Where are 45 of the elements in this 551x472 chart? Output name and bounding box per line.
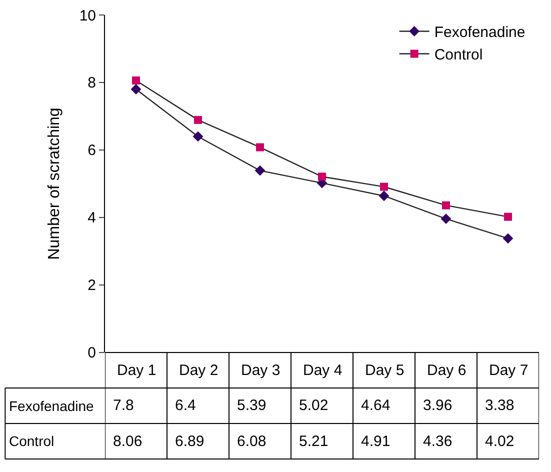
x-tick-label: Day 3 [241, 362, 280, 379]
data-label: 5.21 [299, 433, 328, 450]
data-label: 6.89 [175, 433, 204, 450]
data-label: 5.39 [237, 397, 266, 414]
y-tick-label: 0 [88, 344, 96, 362]
data-label: 8.06 [113, 433, 142, 450]
y-tick-label: 4 [88, 210, 96, 227]
point [440, 214, 452, 224]
data-label: 6.4 [175, 397, 196, 414]
data-label: 4.02 [485, 433, 514, 450]
point [256, 143, 264, 152]
point [504, 212, 512, 221]
x-tick-label: Day 2 [179, 362, 218, 379]
point [442, 201, 450, 210]
data-label: 5.02 [299, 397, 328, 414]
legend-label: Control [434, 46, 483, 64]
x-tick-label: Day 1 [117, 362, 156, 379]
point [132, 76, 140, 84]
point [318, 172, 326, 181]
data-label: 6.08 [237, 433, 266, 450]
y-tick-label: 2 [88, 277, 96, 294]
y-tick-label: 10 [79, 7, 96, 24]
data-label: 4.64 [361, 397, 390, 414]
point [502, 233, 514, 244]
point [380, 182, 388, 191]
x-tick-label: Day 6 [427, 362, 466, 379]
point [192, 131, 204, 142]
data-label: 3.38 [485, 397, 514, 414]
point [254, 165, 266, 176]
point [194, 116, 202, 124]
data-label: 7.8 [113, 397, 134, 414]
x-tick-label: Day 7 [489, 362, 528, 379]
x-tick-label: Day 4 [303, 362, 342, 379]
data-label: 3.96 [423, 397, 452, 414]
legend-label: Fexofenadine [434, 24, 526, 42]
point [130, 84, 142, 94]
y-tick-label: 8 [88, 74, 96, 92]
y-axis-title: Number of scratching [46, 108, 64, 260]
data-label: 4.36 [423, 433, 452, 450]
point [378, 190, 390, 202]
y-tick-label: 6 [88, 142, 96, 160]
x-tick-label: Day 5 [365, 362, 404, 379]
text: Control [9, 433, 54, 449]
data-label: 4.91 [361, 433, 390, 450]
text: Fexofenadine [9, 398, 94, 414]
